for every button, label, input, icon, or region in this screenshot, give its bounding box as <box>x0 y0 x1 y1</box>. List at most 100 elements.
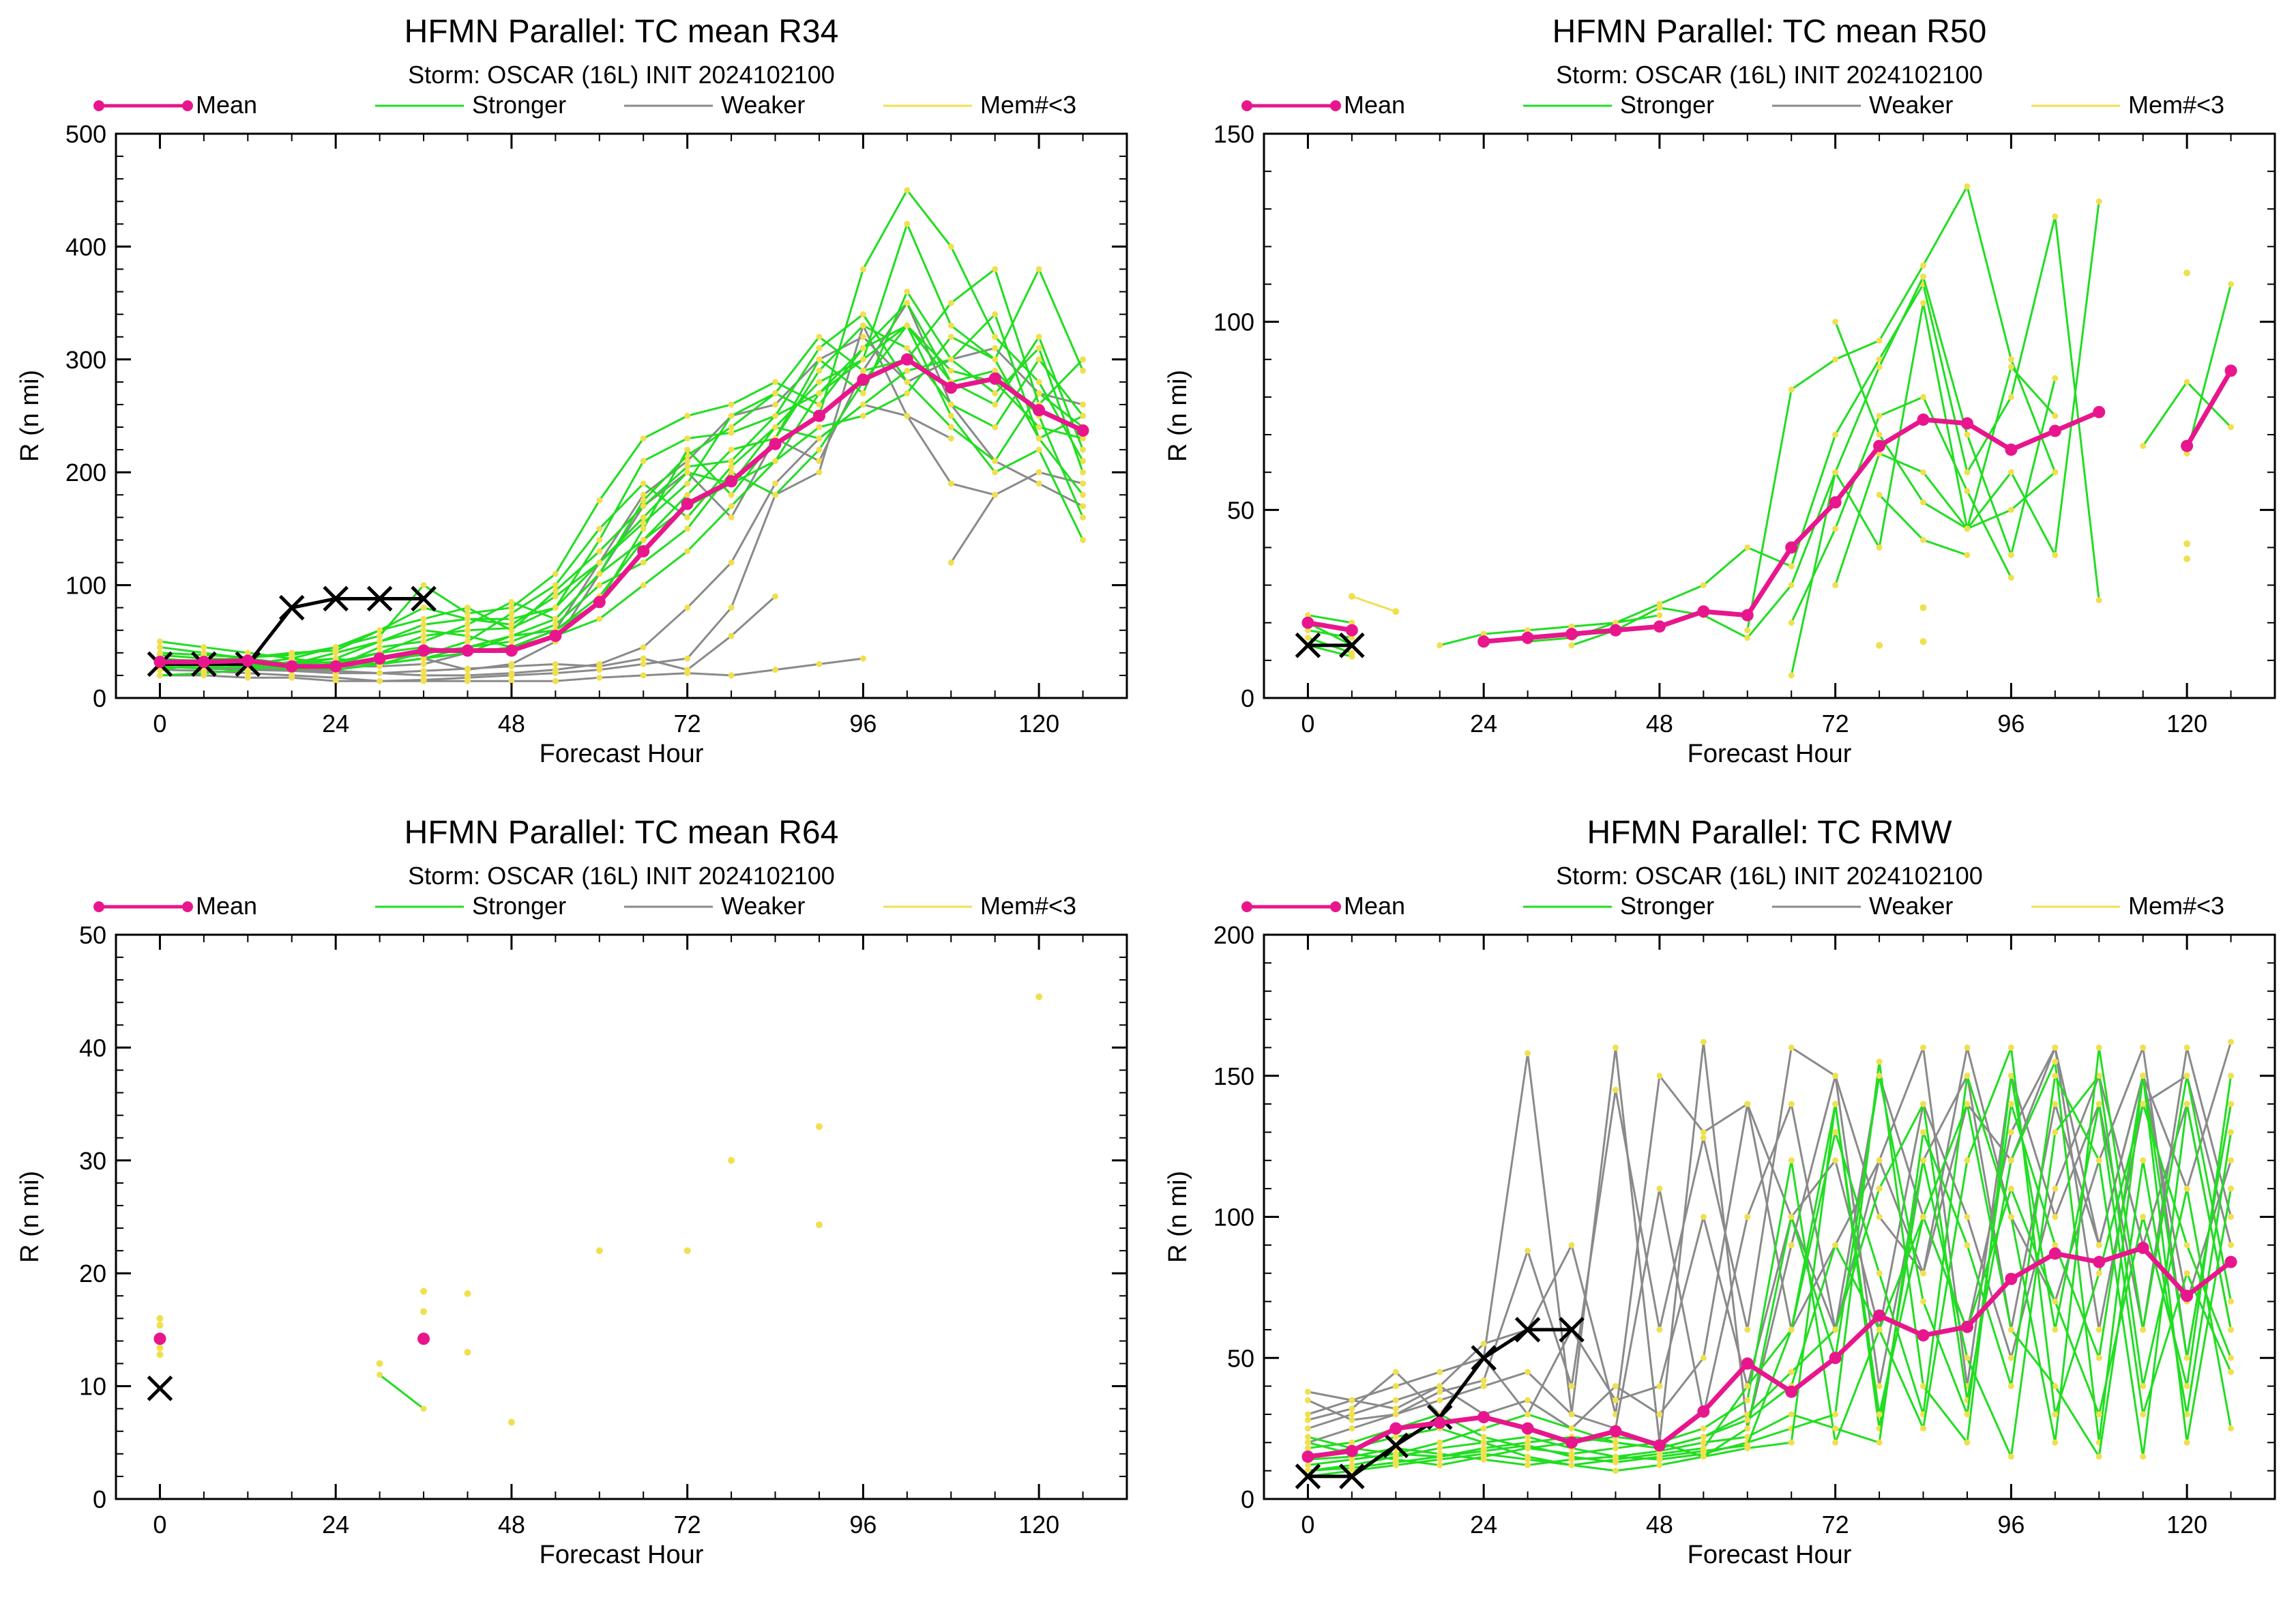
member-point <box>464 678 471 684</box>
mem3-point <box>2183 269 2191 276</box>
member-point <box>947 334 954 340</box>
member-point <box>992 401 999 408</box>
member-point <box>2183 1185 2190 1192</box>
member-point <box>2140 443 2147 450</box>
chart-panel-1: HFMN Parallel: TC mean R34 Storm: OSCAR (… <box>16 14 1128 768</box>
member-point <box>1700 1354 1707 1361</box>
member-point <box>377 1371 383 1378</box>
member-point <box>1876 1270 1883 1277</box>
member-point <box>596 536 603 543</box>
member-point <box>1920 1298 1927 1305</box>
member-point <box>1920 1157 1927 1164</box>
legend-label-stronger: Stronger <box>1620 892 1714 920</box>
member-point <box>1304 1445 1311 1452</box>
member-point <box>552 570 559 577</box>
series-stronger-10 <box>1525 213 2102 645</box>
member-point <box>1349 1411 1355 1418</box>
mem3-point <box>420 1308 428 1315</box>
member-point <box>1437 1388 1443 1395</box>
member-point <box>2183 1242 2190 1249</box>
member-point <box>1920 1101 1927 1107</box>
member-point <box>508 598 515 605</box>
member-point <box>1876 1058 1883 1065</box>
member-point <box>156 638 163 645</box>
series-group <box>1295 1038 2237 1489</box>
mem3-point <box>728 1156 735 1164</box>
y-tick-label: 50 <box>1227 1344 1254 1372</box>
member-point <box>1832 1411 1839 1418</box>
stronger-line <box>1527 215 2100 643</box>
member-point <box>2095 1270 2102 1277</box>
member-point <box>2052 1383 2059 1390</box>
plot-frame <box>115 132 1128 699</box>
legend-item-weaker: Weaker <box>624 91 805 119</box>
mean-point <box>1301 1450 1314 1463</box>
best-track-marker <box>1339 1463 1365 1489</box>
member-point <box>1480 630 1487 637</box>
mean-point <box>153 656 166 669</box>
member-point <box>2228 1326 2235 1333</box>
member-point <box>508 672 515 679</box>
mem3-point <box>595 1247 603 1255</box>
mean-point <box>1873 1309 1886 1322</box>
member-point <box>2007 1214 2014 1220</box>
mean-point <box>1873 439 1886 452</box>
member-point <box>1568 642 1575 649</box>
member-point <box>596 570 603 577</box>
mean-line <box>1307 620 1353 633</box>
member-point <box>2095 597 2102 604</box>
legend-label-stronger: Stronger <box>472 892 566 920</box>
member-point <box>420 678 427 684</box>
member-point <box>2052 1411 2059 1418</box>
x-tick-label: 72 <box>1822 1511 1849 1539</box>
member-point <box>2007 1044 2014 1051</box>
member-point <box>1832 469 1839 476</box>
member-point <box>508 678 515 684</box>
series-weaker-13 <box>1304 1044 2235 1423</box>
legend-marker-right <box>182 901 193 912</box>
member-point <box>1788 1411 1795 1418</box>
mean-point <box>1565 628 1578 641</box>
y-tick-label: 400 <box>65 233 106 261</box>
member-point <box>2140 1383 2147 1390</box>
member-point <box>728 503 735 510</box>
member-point <box>2228 1157 2235 1164</box>
member-point <box>1612 1445 1619 1452</box>
member-point <box>156 672 163 679</box>
member-point <box>201 670 207 677</box>
member-point <box>1744 1442 1751 1448</box>
stronger-line <box>1308 1046 2232 1458</box>
member-point <box>2007 1128 2014 1135</box>
member-point <box>596 559 603 566</box>
mem3-point <box>2183 555 2191 563</box>
series-stronger-16 <box>1832 450 2059 589</box>
member-point <box>2007 364 2014 370</box>
legend-label-weaker: Weaker <box>721 892 805 920</box>
member-point <box>992 491 999 498</box>
member-point <box>1304 1439 1311 1446</box>
mean-point <box>1345 1444 1358 1457</box>
chart-title: HFMN Parallel: TC mean R64 <box>404 815 839 851</box>
member-point <box>2007 1453 2014 1460</box>
member-point <box>640 514 647 521</box>
x-axis-label: Forecast Hour <box>1688 740 1852 768</box>
member-point <box>1304 627 1311 634</box>
x-tick-label: 0 <box>1301 710 1314 738</box>
member-point <box>904 345 911 351</box>
member-point <box>1035 345 1042 351</box>
legend-item-mean: Mean <box>1241 91 1405 119</box>
mem3-point <box>1035 993 1043 1000</box>
member-point <box>289 652 295 658</box>
member-point <box>859 655 866 662</box>
member-point <box>464 610 471 617</box>
stronger-line <box>2185 284 2233 454</box>
x-tick-label: 120 <box>2166 710 2207 738</box>
mean-point <box>153 1332 166 1345</box>
member-point <box>156 650 163 656</box>
member-point <box>859 413 866 419</box>
chart-panel-4: HFMN Parallel: TC RMW Storm: OSCAR (16L) … <box>1164 815 2276 1569</box>
mean-point <box>1609 624 1622 637</box>
mean-point <box>461 644 474 657</box>
member-point <box>2095 1453 2102 1460</box>
member-point <box>1080 469 1087 476</box>
